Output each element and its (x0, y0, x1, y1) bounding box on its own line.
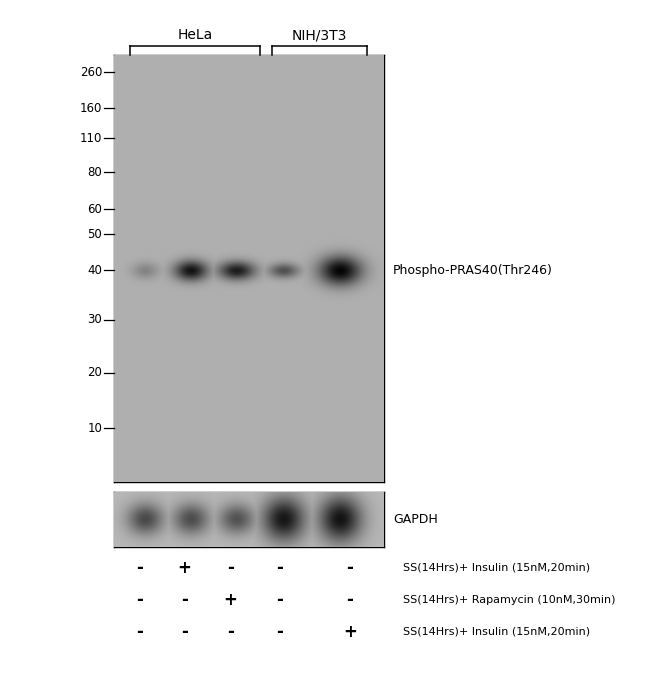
Text: HeLa: HeLa (177, 28, 213, 43)
Text: 60: 60 (87, 203, 102, 216)
Text: 160: 160 (80, 102, 102, 115)
Text: GAPDH: GAPDH (393, 513, 438, 526)
Text: 40: 40 (87, 264, 102, 277)
Text: 20: 20 (87, 366, 102, 379)
Text: -: - (346, 559, 353, 577)
Text: 30: 30 (87, 313, 102, 326)
Text: -: - (136, 591, 142, 609)
Text: -: - (136, 623, 142, 641)
Text: NIH/3T3: NIH/3T3 (292, 28, 347, 43)
Text: +: + (223, 591, 237, 609)
Text: Phospho-PRAS40(Thr246): Phospho-PRAS40(Thr246) (393, 264, 553, 277)
Text: 260: 260 (80, 65, 102, 78)
Text: -: - (181, 623, 188, 641)
Text: 110: 110 (80, 131, 102, 144)
Text: -: - (346, 591, 353, 609)
Text: -: - (227, 623, 233, 641)
Text: -: - (181, 591, 188, 609)
Text: -: - (227, 559, 233, 577)
Text: SS(14Hrs)+ Insulin (15nM,20min): SS(14Hrs)+ Insulin (15nM,20min) (403, 627, 590, 636)
Text: +: + (343, 623, 357, 641)
Text: 80: 80 (87, 166, 102, 179)
Text: -: - (276, 591, 283, 609)
Text: 10: 10 (87, 422, 102, 435)
Text: SS(14Hrs)+ Insulin (15nM,20min): SS(14Hrs)+ Insulin (15nM,20min) (403, 563, 590, 572)
Text: -: - (276, 623, 283, 641)
Text: 50: 50 (87, 228, 102, 241)
Text: SS(14Hrs)+ Rapamycin (10nM,30min): SS(14Hrs)+ Rapamycin (10nM,30min) (403, 595, 616, 605)
Text: +: + (177, 559, 192, 577)
Text: -: - (276, 559, 283, 577)
Text: -: - (136, 559, 142, 577)
